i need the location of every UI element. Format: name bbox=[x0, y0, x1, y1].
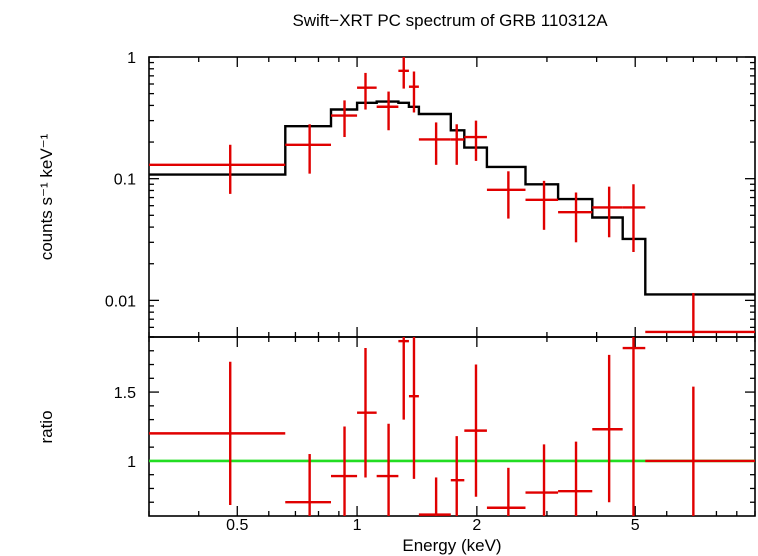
spectrum-data-point bbox=[486, 171, 526, 219]
x-tick-label: 5 bbox=[631, 517, 640, 534]
spectrum-data-point bbox=[464, 120, 487, 161]
x-tick-label: 1 bbox=[353, 517, 362, 534]
ratio-data-point bbox=[450, 436, 465, 516]
spectrum-data-point bbox=[525, 180, 559, 230]
ratio-data-point bbox=[622, 337, 646, 516]
ratio-panel-frame bbox=[148, 336, 756, 517]
spectrum-data-point bbox=[418, 122, 451, 165]
spectrum-y-tick-label: 0.1 bbox=[114, 172, 136, 189]
ratio-data-point bbox=[464, 364, 487, 497]
ratio-y-axis-label: ratio bbox=[37, 410, 56, 443]
ratio-data-point bbox=[376, 423, 399, 516]
ratio-data-points bbox=[149, 337, 755, 516]
spectrum-y-tick-label: 1 bbox=[127, 50, 136, 67]
ratio-data-point bbox=[525, 444, 559, 516]
spectrum-data-point bbox=[149, 144, 286, 194]
ratio-data-point bbox=[558, 441, 593, 516]
spectrum-data-point bbox=[408, 71, 419, 113]
ratio-data-point bbox=[398, 337, 409, 420]
ratio-data-point bbox=[592, 354, 623, 503]
x-tick-label: 2 bbox=[472, 517, 481, 534]
spectrum-data-point bbox=[357, 72, 377, 110]
ratio-data-point bbox=[357, 348, 377, 478]
spectrum-y-ticks: 0.01 0.1 1 bbox=[105, 50, 755, 338]
ratio-y-tick-label: 1 bbox=[127, 454, 136, 471]
spectrum-data-point bbox=[592, 186, 623, 238]
spectrum-data-point bbox=[450, 124, 465, 165]
x-axis-label: Energy (keV) bbox=[402, 536, 501, 555]
ratio-data-point bbox=[149, 361, 286, 505]
spectrum-data-point bbox=[398, 57, 409, 89]
spectrum-data-points bbox=[149, 57, 755, 337]
spectrum-panel: 0.01 0.1 1 bbox=[105, 50, 756, 338]
spectrum-data-point bbox=[285, 124, 332, 174]
spectrum-data-point bbox=[331, 100, 358, 138]
x-tick-labels: 0.5 1 2 5 bbox=[226, 517, 640, 534]
ratio-panel: 11.5 bbox=[114, 336, 756, 517]
spectrum-y-axis-label: counts s⁻¹ keV⁻¹ bbox=[37, 133, 56, 260]
ratio-y-ticks: 11.5 bbox=[114, 336, 755, 503]
ratio-data-point bbox=[285, 454, 332, 516]
x-tick-label: 0.5 bbox=[226, 517, 248, 534]
model-step-line bbox=[149, 100, 755, 296]
ratio-y-tick-label: 1.5 bbox=[114, 385, 136, 402]
spectrum-x-ticks bbox=[148, 57, 756, 337]
ratio-x-ticks bbox=[148, 337, 756, 516]
ratio-data-point bbox=[486, 467, 526, 516]
chart-title: Swift−XRT PC spectrum of GRB 110312A bbox=[292, 11, 608, 30]
ratio-data-point bbox=[418, 477, 451, 516]
ratio-data-point bbox=[408, 337, 419, 479]
spectrum-data-point bbox=[622, 184, 646, 252]
ratio-data-point bbox=[331, 426, 358, 516]
ratio-data-point bbox=[645, 386, 755, 516]
spectrum-data-point bbox=[558, 192, 593, 243]
spectrum-y-tick-label: 0.01 bbox=[105, 293, 136, 310]
spectrum-data-point bbox=[376, 91, 399, 131]
spectrum-data-point bbox=[645, 292, 755, 337]
